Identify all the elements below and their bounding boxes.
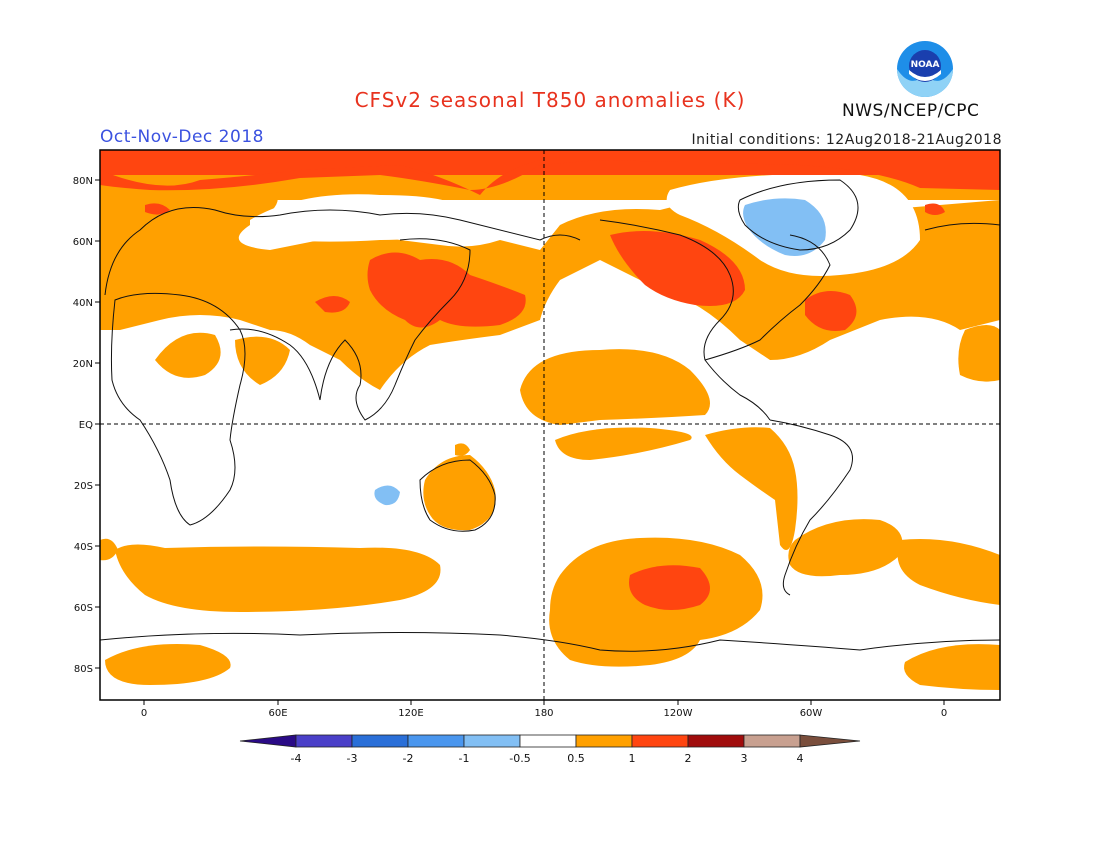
lon-label-60e: 60E — [268, 708, 287, 719]
legend-tick-neg4: -4 — [291, 752, 302, 765]
legend-swatch-0 — [239, 734, 297, 748]
legend-swatch-7 — [631, 734, 689, 748]
lat-label-20n: 20N — [73, 359, 93, 370]
legend-tick-neg05: -0.5 — [509, 752, 530, 765]
legend-swatch-3 — [407, 734, 465, 748]
legend-tick-4: 4 — [797, 752, 804, 765]
legend-swatch-2 — [351, 734, 409, 748]
legend-swatch-10 — [799, 734, 861, 748]
initial-conditions: Initial conditions: 12Aug2018-21Aug2018 — [691, 132, 1002, 148]
lat-label-60s: 60S — [74, 603, 93, 614]
anomaly-field — [100, 150, 1000, 700]
lat-label-20s: 20S — [74, 481, 93, 492]
lon-label-60w: 60W — [800, 708, 823, 719]
legend-tick-1: 1 — [629, 752, 636, 765]
lat-label-60n: 60N — [73, 237, 93, 248]
legend-tick-3: 3 — [741, 752, 748, 765]
lat-label-80s: 80S — [74, 664, 93, 675]
legend-swatch-4 — [463, 734, 521, 748]
legend-tick-neg2: -2 — [403, 752, 414, 765]
map-title: CFSv2 seasonal T850 anomalies (K) — [354, 88, 746, 112]
lon-label-0-left: 0 — [141, 708, 147, 719]
color-legend — [239, 734, 861, 748]
lat-label-eq: EQ — [79, 420, 93, 431]
lat-label-40s: 40S — [74, 542, 93, 553]
legend-swatch-6 — [575, 734, 633, 748]
legend-swatch-8 — [687, 734, 745, 748]
legend-swatch-5 — [519, 734, 577, 748]
legend-swatch-9 — [743, 734, 801, 748]
lon-label-120w: 120W — [664, 708, 693, 719]
lon-label-0-right: 0 — [941, 708, 947, 719]
noaa-logo: NOAA — [897, 41, 953, 97]
legend-tick-neg1: -1 — [459, 752, 470, 765]
legend-tick-05: 0.5 — [567, 752, 585, 765]
agency-label: NWS/NCEP/CPC — [842, 101, 980, 121]
lon-label-120e: 120E — [398, 708, 423, 719]
season-label: Oct-Nov-Dec 2018 — [100, 127, 264, 147]
legend-tick-neg3: -3 — [347, 752, 358, 765]
legend-tick-2: 2 — [685, 752, 692, 765]
noaa-logo-text: NOAA — [911, 60, 940, 70]
lon-label-180: 180 — [534, 708, 553, 719]
lat-label-80n: 80N — [73, 176, 93, 187]
lat-label-40n: 40N — [73, 298, 93, 309]
map-frame — [99, 149, 1001, 701]
coastlines — [100, 179, 1000, 652]
legend-swatch-1 — [295, 734, 353, 748]
